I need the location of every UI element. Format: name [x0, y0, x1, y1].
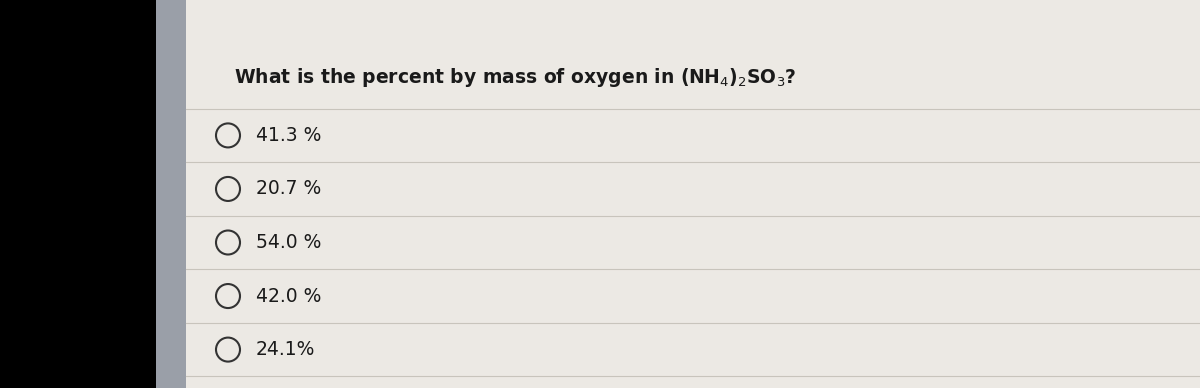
Text: 42.0 %: 42.0 %	[256, 287, 320, 305]
Text: 20.7 %: 20.7 %	[256, 180, 320, 198]
Text: 54.0 %: 54.0 %	[256, 233, 320, 252]
Text: 41.3 %: 41.3 %	[256, 126, 320, 145]
Text: What is the percent by mass of oxygen in (NH$_4$)$_2$SO$_3$?: What is the percent by mass of oxygen in…	[234, 66, 797, 89]
Text: 24.1%: 24.1%	[256, 340, 314, 359]
